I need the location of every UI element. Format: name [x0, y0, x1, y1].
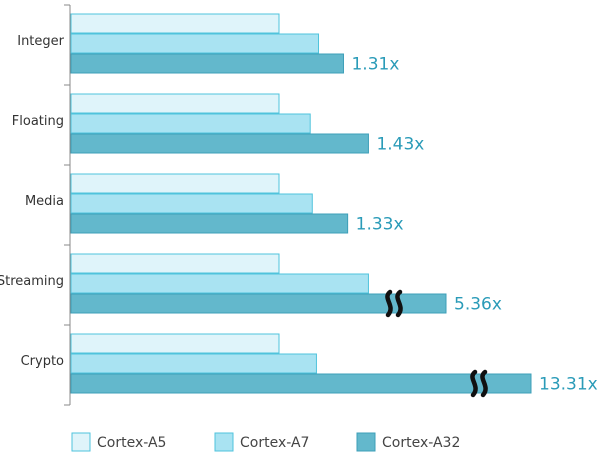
bar — [70, 53, 344, 74]
bar — [70, 373, 532, 394]
bar — [70, 253, 280, 274]
bar — [70, 193, 313, 214]
axis-break-icon — [385, 289, 403, 318]
break-stroke — [395, 289, 403, 318]
bar — [70, 293, 447, 314]
break-stroke — [470, 369, 478, 398]
bar — [70, 333, 280, 354]
bar — [70, 93, 280, 114]
bar — [70, 133, 369, 154]
axis-group — [64, 4, 71, 406]
labels-group: Integer 1.31x Floating 1.43x Media 1.33x Strea… — [0, 34, 598, 395]
bar — [70, 13, 280, 34]
category-label: Floating — [12, 114, 64, 129]
axis-break-icon — [470, 369, 488, 398]
data-label: 1.33x — [356, 215, 404, 235]
bar — [70, 213, 349, 234]
break-stroke — [480, 369, 488, 398]
data-label: 1.31x — [351, 55, 399, 75]
data-label: 13.31x — [539, 375, 598, 395]
legend-label: Cortex-A5 — [97, 435, 166, 451]
legend-swatch — [356, 432, 376, 452]
bar — [70, 173, 280, 194]
category-label: Media — [25, 194, 64, 209]
bar — [70, 33, 320, 54]
bar — [70, 353, 317, 374]
break-stroke — [385, 289, 393, 318]
category-label: Integer — [17, 34, 64, 49]
category-label: Crypto — [21, 354, 64, 369]
bar — [70, 113, 311, 134]
legend-swatch — [71, 432, 91, 452]
legend: Cortex-A5 Cortex-A7 Cortex-A32 — [71, 432, 460, 452]
axis-break-group — [385, 289, 488, 398]
bar — [70, 273, 369, 294]
legend-label: Cortex-A32 — [382, 435, 460, 451]
legend-label: Cortex-A7 — [240, 435, 309, 451]
data-label: 5.36x — [454, 295, 502, 315]
legend-swatch — [214, 432, 234, 452]
data-label: 1.43x — [376, 135, 424, 155]
bars-group — [70, 13, 532, 394]
category-label: Streaming — [0, 274, 64, 289]
